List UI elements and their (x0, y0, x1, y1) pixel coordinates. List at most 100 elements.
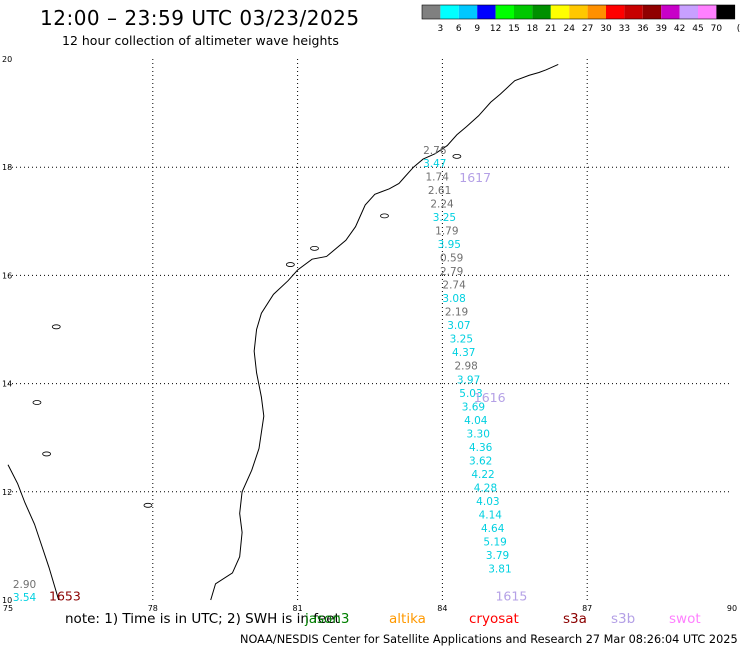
note-text: note: 1) Time is in UTC; 2) SWH is in fe… (65, 611, 340, 627)
lake-outline (143, 502, 153, 508)
wave-height-reading: 3.62 (469, 455, 492, 467)
lake-outline (285, 262, 295, 267)
wave-height-reading: 3.07 (447, 320, 470, 332)
legend-swatch (477, 5, 496, 19)
legend-swatch (606, 5, 625, 19)
lat-tick-label: 12 (2, 488, 12, 497)
wave-height-reading: 1.74 (426, 171, 450, 183)
wave-height-reading: 2.19 (445, 307, 468, 319)
legend-swatch (569, 5, 588, 19)
wave-height-reading: 4.03 (476, 496, 499, 508)
legend-swatch (440, 5, 459, 19)
legend-label: 24 (563, 24, 575, 34)
wave-height-reading: 4.28 (474, 482, 497, 494)
wave-height-reading: 1.79 (435, 225, 458, 237)
legend-label: 18 (527, 24, 539, 34)
satellite-swot: swot (669, 611, 701, 627)
legend-label: 39 (655, 24, 667, 34)
wave-height-reading: 3.54 (13, 592, 37, 604)
legend-swatch (624, 5, 643, 19)
wave-height-reading: 2.61 (428, 185, 451, 197)
satellite-cryosat: cryosat (469, 611, 519, 627)
east-coastline (210, 63, 559, 601)
chart-subtitle: 12 hour collection of altimeter wave hei… (62, 33, 339, 48)
legend-label: 70 (711, 24, 723, 34)
pass-label: 1617 (459, 170, 491, 185)
lon-tick-label: 75 (3, 604, 13, 612)
map-plot: 75 78 81 84 87 90 10 12 14 16 18 20 2.763.471.74 2.61… (2, 55, 737, 612)
satellite-s3b: s3b (611, 611, 636, 627)
lat-tick-label: 10 (2, 596, 12, 605)
wave-height-reading: 3.97 (457, 374, 480, 386)
legend-swatch (698, 5, 717, 19)
legend-swatch (422, 5, 441, 19)
legend-swatch (642, 5, 662, 19)
wave-height-reading: 3.47 (423, 158, 446, 170)
lon-tick-label: 81 (293, 604, 303, 612)
wave-height-reading: 0.59 (440, 253, 463, 265)
lat-tick-label: 18 (2, 163, 12, 172)
legend-label: 33 (619, 24, 630, 34)
lake-outline (380, 213, 389, 219)
lon-tick-label: 87 (582, 604, 592, 612)
wave-height-reading: 3.30 (467, 428, 490, 440)
legend-swatch (532, 5, 551, 19)
wave-height-reading: 2.90 (13, 579, 36, 591)
legend-label: 36 (637, 24, 649, 34)
legend-swatch (514, 5, 533, 19)
legend-swatch (679, 5, 698, 19)
legend-swatch (550, 5, 570, 19)
wave-height-reading: 4.22 (471, 469, 494, 481)
credit-line: NOAA/NESDIS Center for Satellite Applica… (240, 633, 738, 646)
legend-label: 6 (456, 24, 462, 34)
wave-height-reading: 3.79 (486, 550, 509, 562)
wave-height-reading: 4.36 (469, 442, 493, 454)
wave-height-reading: 2.24 (430, 198, 454, 210)
legend-label: 21 (545, 24, 556, 34)
wave-height-reading: 4.37 (452, 347, 475, 359)
legend-label: 3 (438, 24, 444, 34)
plot-area (8, 59, 732, 600)
lake-outline (310, 245, 319, 251)
wave-height-reading: 3.69 (462, 401, 485, 413)
lake-outline (42, 451, 52, 457)
satellite-altika: altika (389, 611, 426, 627)
wave-height-reading: 5.03 (459, 388, 482, 400)
wave-height-reading: 3.25 (433, 212, 456, 224)
legend-swatch (458, 5, 478, 19)
pass-label: 1616 (474, 390, 506, 405)
legend-unit: (ft) (737, 24, 740, 34)
chart-title: 12:00 – 23:59 UTC 03/23/2025 (40, 6, 360, 30)
lat-tick-label: 16 (2, 271, 12, 280)
legend-label: 9 (474, 24, 480, 34)
legend-label: 42 (674, 24, 685, 34)
legend-swatch (495, 5, 514, 19)
legend-label: 12 (490, 24, 501, 34)
wave-height-reading: 3.08 (442, 293, 465, 305)
lat-tick-label: 20 (2, 55, 12, 64)
legend-label: 30 (600, 24, 612, 34)
satellite-jason3: jason3 (305, 611, 350, 627)
wave-height-reading: 2.76 (423, 145, 447, 157)
wave-height-reading: 3.81 (488, 564, 511, 576)
legend-swatch (716, 5, 735, 19)
lat-tick-label: 14 (2, 380, 12, 389)
west-coastline (7, 464, 60, 601)
legend-label: 15 (508, 24, 519, 34)
wave-height-reading: 2.74 (442, 280, 466, 292)
pass-label: 1653 (49, 589, 81, 604)
wave-height-reading: 5.19 (483, 537, 506, 549)
lake-outline (51, 324, 61, 330)
lake-outline (452, 153, 462, 159)
wave-height-reading: 4.64 (481, 523, 505, 535)
wave-height-reading: 4.14 (479, 510, 503, 522)
pass-label: 1615 (495, 589, 527, 604)
lake-outline (32, 400, 42, 405)
footer-note: note: 1) Time is in UTC; 2) SWH is in fe… (0, 611, 740, 631)
legend-swatch (661, 5, 680, 19)
wave-height-reading: 2.98 (454, 361, 477, 373)
wave-height-reading: 3.95 (438, 239, 461, 251)
wave-height-reading: 2.79 (440, 266, 463, 278)
satellite-s3a: s3a (563, 611, 587, 627)
